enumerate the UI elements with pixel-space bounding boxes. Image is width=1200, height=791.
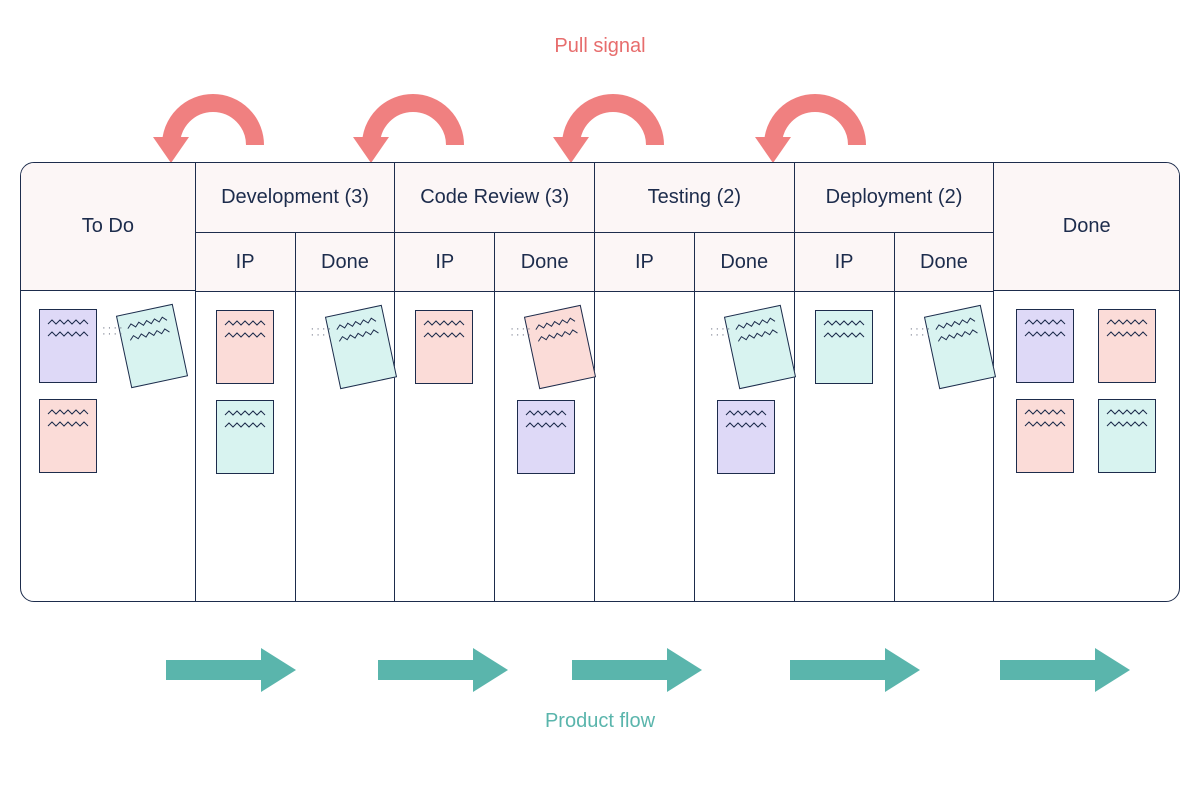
column-body-done <box>994 291 1179 601</box>
kanban-card[interactable] <box>1098 399 1156 473</box>
column-subheader-review-done: Done <box>495 233 594 291</box>
column-subheader-dev-ip: IP <box>196 233 296 291</box>
column-testing: Testing (2)IPDone ········ <box>595 163 795 601</box>
column-subheader-dev-done: Done <box>296 233 395 291</box>
kanban-card[interactable] <box>923 305 995 389</box>
transition-dots-icon: ········ <box>510 326 533 338</box>
kanban-card[interactable] <box>1016 309 1074 383</box>
column-done: Done <box>994 163 1179 601</box>
transition-dots-icon: ········ <box>910 326 933 338</box>
kanban-card[interactable] <box>517 400 575 474</box>
column-dev: Development (3)IPDone ········ <box>196 163 396 601</box>
kanban-card[interactable] <box>815 310 873 384</box>
pull-arrows <box>0 67 1200 162</box>
kanban-card[interactable] <box>717 400 775 474</box>
column-deploy: Deployment (2)IPDone ········ <box>795 163 995 601</box>
kanban-board: To Do········Development (3)IPDone······… <box>20 162 1180 602</box>
column-body-deploy: ········ <box>795 292 994 601</box>
column-header-testing: Testing (2) <box>595 163 794 233</box>
column-header-todo: To Do <box>21 163 195 291</box>
kanban-card[interactable] <box>324 305 396 389</box>
column-header-deploy: Deployment (2) <box>795 163 994 233</box>
kanban-card[interactable] <box>216 400 274 474</box>
column-review: Code Review (3)IPDone ········ <box>395 163 595 601</box>
transition-dots-icon: ········ <box>710 326 733 338</box>
flow-arrows <box>0 640 1200 700</box>
column-header-dev: Development (3) <box>196 163 395 233</box>
kanban-card[interactable] <box>1016 399 1074 473</box>
column-subheader-review-ip: IP <box>395 233 495 291</box>
transition-dots-icon: ········ <box>311 326 334 338</box>
column-header-done: Done <box>994 163 1179 291</box>
column-header-review: Code Review (3) <box>395 163 594 233</box>
column-subheader-deploy-ip: IP <box>795 233 895 291</box>
kanban-card[interactable] <box>524 305 596 389</box>
column-subheader-testing-ip: IP <box>595 233 695 291</box>
column-body-dev: ········ <box>196 292 395 601</box>
kanban-card[interactable] <box>39 399 97 473</box>
column-todo: To Do ········ <box>21 163 196 601</box>
kanban-card[interactable] <box>415 310 473 384</box>
column-subheader-deploy-done: Done <box>895 233 994 291</box>
product-flow-label: Product flow <box>0 710 1200 733</box>
pull-signal-label: Pull signal <box>0 35 1200 58</box>
transition-dots-icon: ········ <box>102 325 125 337</box>
kanban-card[interactable] <box>116 304 188 388</box>
kanban-card[interactable] <box>216 310 274 384</box>
column-subheader-testing-done: Done <box>695 233 794 291</box>
column-body-review: ········ <box>395 292 594 601</box>
column-body-testing: ········ <box>595 292 794 601</box>
kanban-card[interactable] <box>724 305 796 389</box>
column-body-todo: ········ <box>21 291 195 601</box>
kanban-card[interactable] <box>1098 309 1156 383</box>
kanban-card[interactable] <box>39 309 97 383</box>
